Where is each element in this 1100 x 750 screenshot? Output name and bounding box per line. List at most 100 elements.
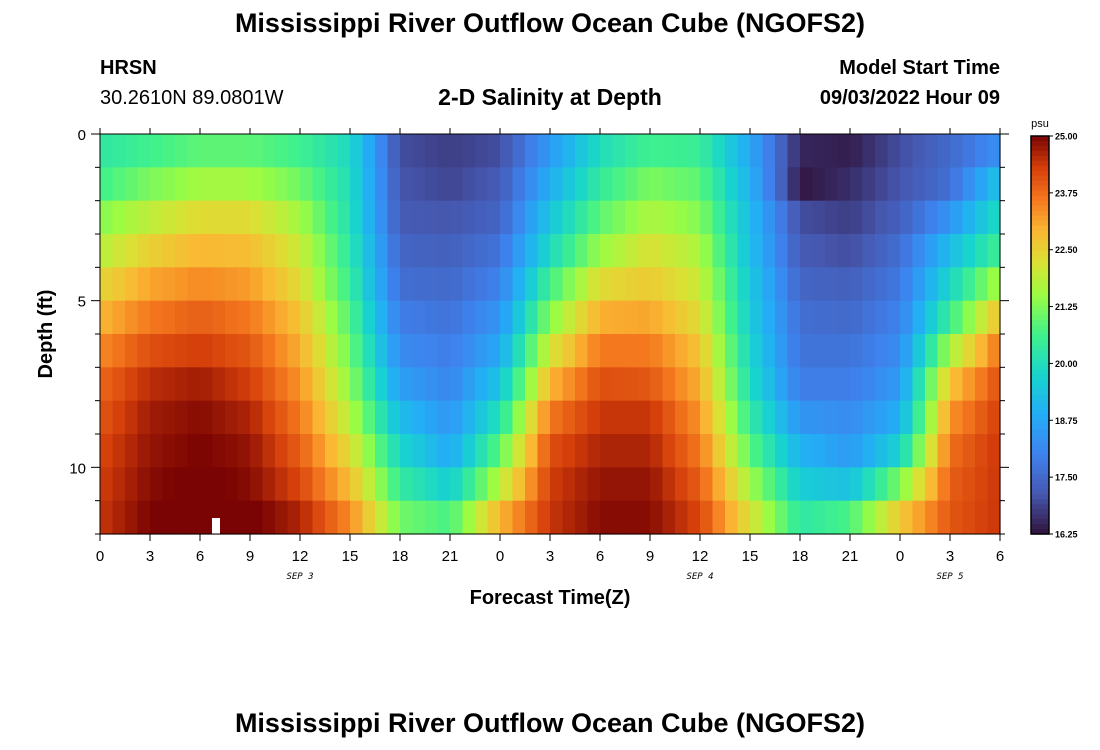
heatmap-cell (962, 200, 976, 235)
heatmap-cell (962, 367, 976, 402)
heatmap-cell (250, 367, 264, 402)
heatmap-cell (800, 267, 814, 302)
colorbar-segment (1031, 230, 1049, 237)
heatmap-cell (262, 167, 276, 202)
heatmap-cell (837, 267, 851, 302)
heatmap-cell (237, 234, 251, 268)
heatmap-cell (325, 334, 339, 368)
colorbar-segment (1031, 364, 1049, 371)
heatmap-cell (837, 467, 851, 502)
heatmap-cell (837, 334, 851, 368)
heatmap-cell (687, 367, 701, 402)
heatmap-cell (100, 234, 114, 268)
heatmap-cell (487, 367, 501, 402)
heatmap-cell (300, 434, 314, 468)
heatmap-cell (350, 500, 364, 535)
heatmap-cell (625, 200, 639, 235)
heatmap-cell (362, 300, 376, 335)
heatmap-cell (837, 200, 851, 235)
heatmap-cell (312, 434, 326, 468)
heatmap-cell (175, 500, 189, 535)
heatmap-cell (225, 134, 239, 168)
heatmap-cell (887, 500, 901, 535)
heatmap-cell (912, 434, 926, 468)
heatmap-cell (912, 467, 926, 502)
heatmap-cell (787, 500, 801, 535)
heatmap-cell (225, 167, 239, 202)
heatmap-cell (737, 167, 751, 202)
heatmap-cell (837, 500, 851, 535)
heatmap-cell (387, 334, 401, 368)
heatmap-cell (512, 500, 526, 535)
heatmap-cell (100, 434, 114, 468)
heatmap-cell (950, 300, 964, 335)
heatmap-cell (412, 467, 426, 502)
heatmap-cell (187, 500, 201, 535)
heatmap-cell (987, 300, 1001, 335)
y-tick-label: 0 (78, 127, 86, 144)
colorbar-segment (1031, 479, 1049, 485)
heatmap-cell (837, 367, 851, 402)
heatmap-cell (400, 300, 414, 335)
heatmap-cell (700, 167, 714, 202)
heatmap-cell (537, 467, 551, 502)
colorbar-segment (1031, 285, 1049, 291)
colorbar-segment (1031, 404, 1049, 411)
heatmap-cell (437, 467, 451, 502)
heatmap-cell (887, 434, 901, 468)
heatmap-cell (125, 167, 139, 202)
heatmap-cell (862, 134, 876, 168)
colorbar-segment (1031, 484, 1049, 490)
heatmap-cell (937, 434, 951, 468)
heatmap-cell (575, 267, 589, 302)
heatmap-cell (362, 434, 376, 468)
heatmap-cell (987, 267, 1001, 302)
heatmap-cell (550, 367, 564, 402)
heatmap-cell (187, 400, 201, 435)
heatmap-cell (112, 467, 126, 502)
heatmap-cell (650, 267, 664, 302)
heatmap-cell (775, 367, 789, 402)
colorbar-segment (1031, 429, 1049, 436)
heatmap-cell (262, 500, 276, 535)
heatmap-cell (812, 500, 826, 535)
heatmap-cell (200, 267, 214, 302)
heatmap-cell (225, 434, 239, 468)
heatmap-cell (500, 200, 514, 235)
heatmap-cell (612, 334, 626, 368)
heatmap-cell (337, 267, 351, 302)
heatmap-cell (637, 234, 651, 268)
heatmap-cell (862, 300, 876, 335)
heatmap-cell (737, 200, 751, 235)
heatmap-cell (237, 367, 251, 402)
heatmap-cell (287, 234, 301, 268)
heatmap-cell (712, 400, 726, 435)
heatmap-cell (937, 500, 951, 535)
heatmap-cell (512, 400, 526, 435)
heatmap-cell (587, 267, 601, 302)
colorbar-segment (1031, 349, 1049, 356)
heatmap-cell (800, 234, 814, 268)
heatmap-cell (275, 234, 289, 268)
heatmap-cell (412, 200, 426, 235)
x-tick-label: 3 (546, 548, 554, 565)
heatmap-cell (687, 134, 701, 168)
heatmap-cell (612, 367, 626, 402)
heatmap-cell (687, 234, 701, 268)
heatmap-cell (887, 234, 901, 268)
heatmap-cell (550, 400, 564, 435)
heatmap-cell (650, 367, 664, 402)
heatmap-cell (887, 200, 901, 235)
colorbar-segment (1031, 175, 1049, 182)
heatmap-cell (312, 267, 326, 302)
heatmap-cell (162, 167, 176, 202)
heatmap-cell (425, 500, 439, 535)
heatmap-cell (800, 167, 814, 202)
heatmap-cell (950, 134, 964, 168)
heatmap-cell (337, 234, 351, 268)
heatmap-cell (712, 500, 726, 535)
heatmap-cell (362, 134, 376, 168)
heatmap-cell (500, 134, 514, 168)
heatmap-cell (237, 400, 251, 435)
heatmap-cell (137, 267, 151, 302)
